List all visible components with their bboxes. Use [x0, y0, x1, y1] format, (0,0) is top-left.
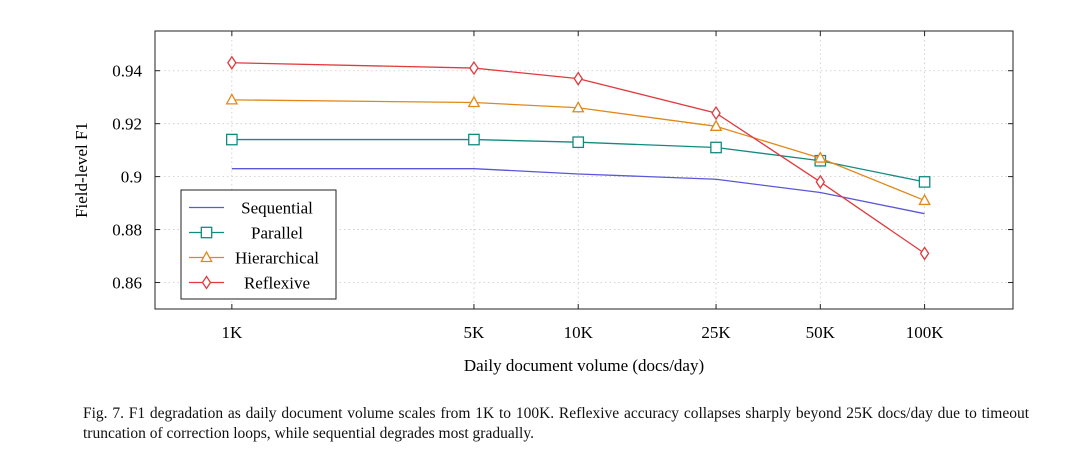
series-line-reflexive	[231, 62, 925, 254]
series-line-parallel	[231, 138, 925, 183]
x-tick-label: 50K	[806, 323, 836, 342]
data-point-hierarchical	[918, 193, 931, 206]
data-point-hierarchical	[814, 151, 827, 163]
x-tick-label: 5K	[464, 323, 486, 342]
x-tick-label: 10K	[564, 323, 594, 342]
data-point-hierarchical	[709, 119, 723, 131]
legend-label-hierarchical: Hierarchical	[235, 249, 319, 268]
legend-label-reflexive: Reflexive	[244, 274, 310, 293]
legend-label-sequential: Sequential	[241, 199, 313, 218]
data-point-reflexive	[573, 71, 583, 86]
legend-label-parallel: Parallel	[251, 224, 303, 243]
f1-line-chart: 1K 5K 10K 25K 50K 100K 0.86 0.88 0.9 0.92 0.94 Dai…	[72, 30, 1014, 375]
x-axis-label: Daily document volume (docs/day)	[464, 356, 704, 375]
data-point-reflexive	[711, 105, 721, 121]
plot-frame	[154, 30, 1014, 310]
legend-marker-hierarchical	[200, 250, 213, 263]
legend-marker-parallel	[200, 226, 213, 239]
legend: Sequential Parallel Hierarchical Reflexive	[180, 189, 337, 300]
data-point-parallel	[918, 176, 931, 188]
x-tick-label: 1K	[221, 323, 243, 342]
data-point-reflexive	[815, 174, 826, 190]
series-line-sequential	[231, 168, 925, 215]
y-tick-label: 0.92	[112, 115, 142, 134]
data-point-parallel	[572, 136, 585, 149]
data-point-parallel	[468, 133, 480, 146]
axes: 1K 5K 10K 25K 50K 100K 0.86 0.88 0.9 0.92 0.94	[112, 31, 1013, 342]
data-point-hierarchical	[225, 92, 239, 105]
y-tick-label: 0.86	[112, 274, 142, 293]
data-point-reflexive	[227, 55, 237, 70]
series-line-hierarchical	[231, 99, 925, 202]
series-group	[225, 55, 931, 261]
y-tick-label: 0.9	[121, 168, 142, 187]
data-point-reflexive	[469, 60, 479, 76]
y-tick-label: 0.94	[112, 62, 142, 81]
figure-caption: Fig. 7. F1 degradation as daily document…	[83, 405, 1029, 442]
y-tick-label: 0.88	[112, 221, 142, 240]
x-tick-label: 25K	[701, 323, 731, 342]
data-point-reflexive	[919, 246, 930, 261]
legend-marker-reflexive	[201, 275, 212, 290]
y-axis-label: Field-level F1	[72, 122, 91, 218]
data-point-parallel	[710, 141, 722, 154]
x-tick-label: 100K	[906, 323, 945, 342]
data-point-parallel	[225, 133, 238, 146]
data-point-hierarchical	[467, 95, 481, 108]
data-point-hierarchical	[571, 100, 585, 113]
